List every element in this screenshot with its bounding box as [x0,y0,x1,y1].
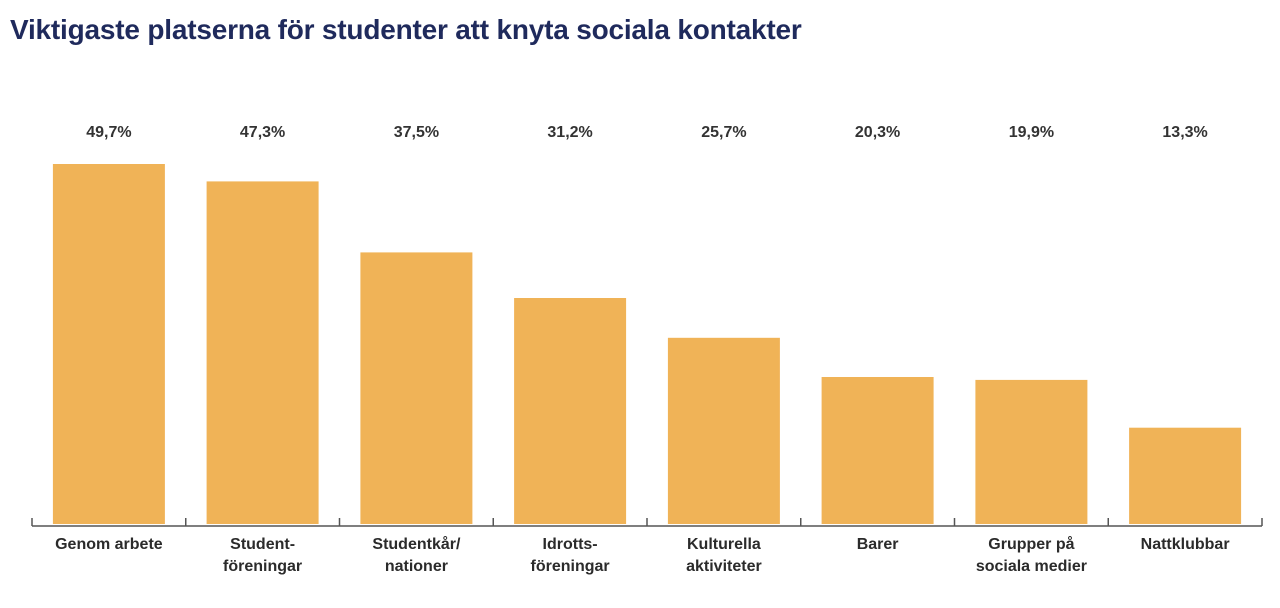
category-label: Genom arbete [55,536,163,553]
bar [360,252,473,524]
category-label: Idrotts-föreningar [531,536,610,575]
category-label-line: sociala medier [976,558,1087,575]
x-axis [31,518,1263,527]
value-label: 37,5% [394,124,439,141]
category-labels: Genom arbete Student-föreningar Studentkår… [55,535,1229,575]
category-label-line: Student- [230,536,295,553]
category-label-line: Kulturella [687,536,761,553]
category-label: Studentkår/nationer [372,535,461,575]
category-label: Barer [857,536,899,553]
category-label-line: Barer [857,536,899,553]
category-label-line: Idrotts- [543,536,598,553]
bar [975,379,1088,524]
category-label: Grupper på sociala medier [976,535,1087,575]
value-label: 13,3% [1162,124,1207,141]
bars-layer [52,164,1242,524]
value-label: 31,2% [547,124,592,141]
category-label-line: Grupper på [988,535,1074,553]
category-label-line: Genom arbete [55,536,163,553]
bar [206,181,319,524]
chart-title: Viktigaste platserna för studenter att k… [10,14,802,45]
value-label: 47,3% [240,124,285,141]
bar [667,337,780,524]
bar [821,377,934,524]
category-label-line: Studentkår/ [372,535,461,553]
value-label: 19,9% [1009,124,1054,141]
value-label: 20,3% [855,124,900,141]
bar [514,298,627,524]
category-label-line: Nattklubbar [1141,536,1230,553]
value-label: 25,7% [701,124,746,141]
category-label: Student-föreningar [223,536,302,575]
value-label: 49,7% [86,124,131,141]
category-label-line: nationer [385,558,448,575]
category-label: Nattklubbar [1141,536,1230,553]
category-label-line: aktiviteter [686,558,762,575]
category-label-line: föreningar [531,558,610,575]
category-label: Kulturella aktiviteter [686,536,762,575]
bar [52,164,165,524]
value-labels: 49,7% 47,3% 37,5% 31,2% 25,7% 20,3% 19,9% 13,3% [86,124,1208,141]
bar [1129,427,1242,524]
category-label-line: föreningar [223,558,302,575]
